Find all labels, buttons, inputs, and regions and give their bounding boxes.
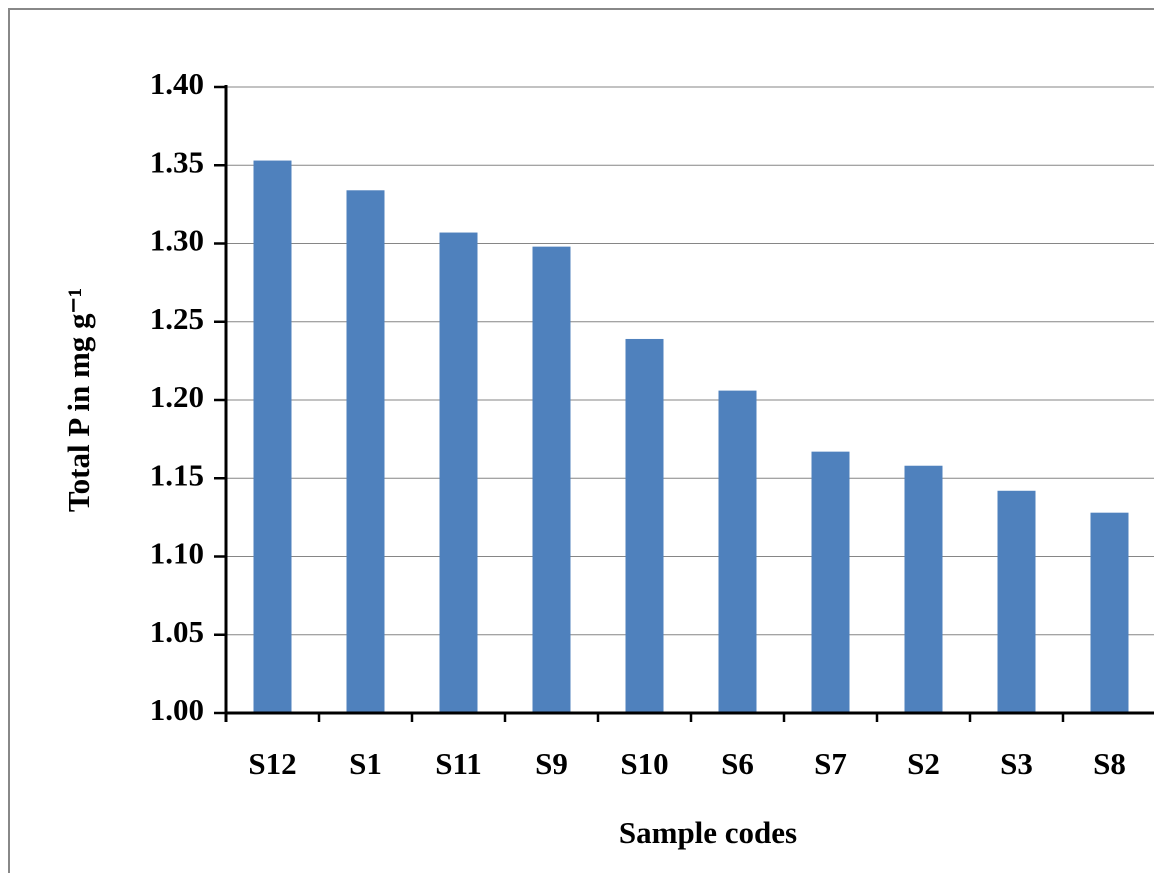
bar [253, 160, 292, 713]
y-tick-label: 1.20 [150, 379, 204, 414]
x-tick-label: S3 [1000, 746, 1033, 781]
bar [997, 490, 1036, 713]
bar [904, 465, 943, 713]
y-tick-label: 1.40 [150, 66, 204, 101]
y-tick-label: 1.05 [150, 614, 204, 649]
y-tick-label: 1.35 [150, 144, 204, 179]
x-tick-label: S1 [349, 746, 382, 781]
y-tick-label: 1.00 [150, 692, 204, 727]
x-tick-label: S8 [1093, 746, 1126, 781]
bar [718, 390, 757, 713]
bar [439, 232, 478, 714]
bar [625, 338, 664, 713]
x-tick-label: S7 [814, 746, 847, 781]
x-tick-label: S11 [435, 746, 482, 781]
x-tick-label: S9 [535, 746, 568, 781]
y-tick-label: 1.15 [150, 457, 204, 492]
y-tick-label: 1.10 [150, 536, 204, 571]
x-tick-label: S12 [248, 746, 296, 781]
y-tick-label: 1.25 [150, 301, 204, 336]
bar [1090, 512, 1129, 713]
bar [811, 451, 850, 713]
chart-border [8, 8, 1154, 873]
x-tick-label: S6 [721, 746, 754, 781]
x-tick-label: S2 [907, 746, 940, 781]
bar [346, 190, 385, 714]
x-axis-title: Sample codes [619, 815, 797, 850]
y-tick-label: 1.30 [150, 223, 204, 258]
x-tick-label: S10 [620, 746, 668, 781]
y-axis-title: Total P in mg g⁻¹ [61, 288, 96, 512]
bar [532, 246, 571, 713]
